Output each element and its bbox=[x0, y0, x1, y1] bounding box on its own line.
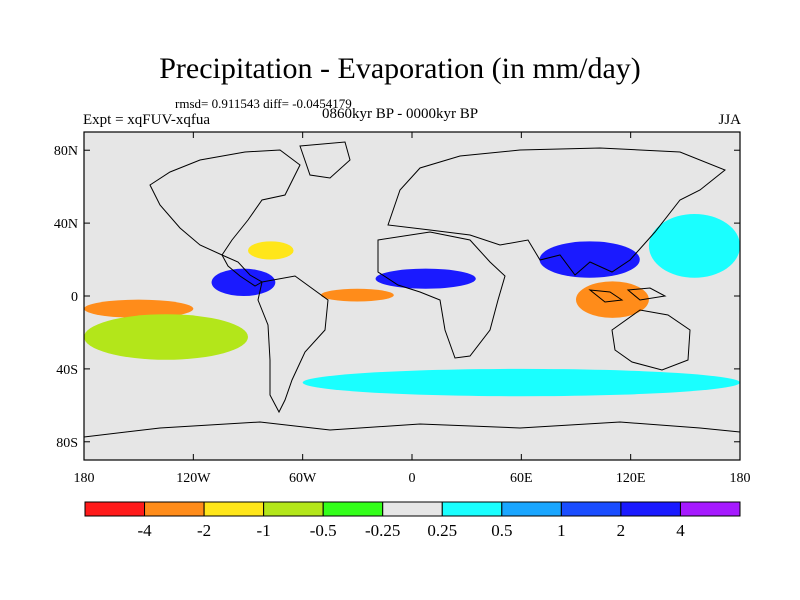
colorbar-box bbox=[84, 501, 146, 517]
field-region bbox=[248, 241, 294, 260]
colorbar-box bbox=[382, 501, 443, 517]
season-label: JJA bbox=[718, 112, 741, 128]
coastlines bbox=[84, 141, 740, 438]
experiment-label: Expt = xqFUV-xqfua bbox=[83, 112, 211, 128]
coastline-central-america bbox=[220, 253, 263, 287]
y-tick-label: 40S bbox=[56, 363, 78, 378]
field-region bbox=[320, 288, 394, 302]
y-tick-label: 80S bbox=[56, 436, 78, 451]
colorbar-label: 4 bbox=[676, 521, 685, 540]
colorbar-label: -0.25 bbox=[365, 521, 400, 540]
y-tick-label: 0 bbox=[71, 290, 78, 305]
stats-text: rmsd= 0.911543 diff= -0.0454179 bbox=[175, 96, 352, 111]
coastline-south-america bbox=[257, 275, 329, 414]
coastline-australia bbox=[611, 309, 691, 371]
colorbar-label: 1 bbox=[557, 521, 566, 540]
x-tick-label: 180 bbox=[730, 471, 751, 486]
x-tick-label: 120W bbox=[176, 471, 211, 486]
colorbar-box bbox=[441, 501, 503, 517]
colorbar-label: 2 bbox=[617, 521, 626, 540]
field-layer bbox=[84, 214, 740, 397]
colorbar-label: -0.5 bbox=[310, 521, 337, 540]
x-axis-ticks: 180 120W 60W 0 60E 120E 180 bbox=[74, 132, 751, 486]
coastline-greenland bbox=[299, 141, 351, 179]
coastline-north-america bbox=[149, 149, 301, 256]
colorbar-box bbox=[620, 501, 681, 517]
colorbar-label: -1 bbox=[257, 521, 271, 540]
field-region bbox=[84, 299, 194, 318]
colorbar-label: -2 bbox=[197, 521, 211, 540]
x-tick-label: 180 bbox=[74, 471, 95, 486]
field-region bbox=[539, 241, 640, 278]
colorbar-box bbox=[144, 501, 205, 517]
y-axis-ticks: 80N 40N 0 40S 80S bbox=[54, 144, 740, 451]
colorbar-box bbox=[203, 501, 265, 517]
colorbar-label: 0.5 bbox=[491, 521, 512, 540]
field-region bbox=[84, 314, 248, 360]
chart-title: Precipitation - Evaporation (in mm/day) bbox=[159, 52, 641, 85]
y-tick-label: 80N bbox=[54, 144, 78, 159]
y-tick-label: 40N bbox=[54, 217, 78, 232]
x-tick-label: 120E bbox=[616, 471, 646, 486]
field-region bbox=[302, 368, 740, 397]
colorbar-label: -4 bbox=[137, 521, 152, 540]
x-tick-label: 60W bbox=[289, 471, 317, 486]
colorbar-box bbox=[560, 501, 622, 517]
coastline-eurasia bbox=[387, 147, 726, 276]
field-region bbox=[375, 268, 476, 289]
colorbar-boxes bbox=[84, 501, 741, 517]
colorbar-box bbox=[263, 501, 324, 517]
coastline-antarctica bbox=[84, 421, 740, 438]
colorbar-label: 0.25 bbox=[427, 521, 457, 540]
field-region bbox=[648, 214, 740, 278]
colorbar-box bbox=[679, 501, 741, 517]
colorbar-box bbox=[322, 501, 384, 517]
coastline-indonesia bbox=[588, 287, 667, 303]
colorbar-box bbox=[501, 501, 562, 517]
field-region bbox=[211, 268, 276, 297]
coastline-africa bbox=[377, 231, 506, 359]
x-tick-label: 0 bbox=[409, 471, 416, 486]
x-tick-label: 60E bbox=[510, 471, 533, 486]
colorbar-labels: -4 -2 -1 -0.5 -0.25 0.25 0.5 1 2 4 bbox=[137, 521, 685, 540]
period-label: 0860kyr BP - 0000kyr BP bbox=[322, 106, 479, 122]
